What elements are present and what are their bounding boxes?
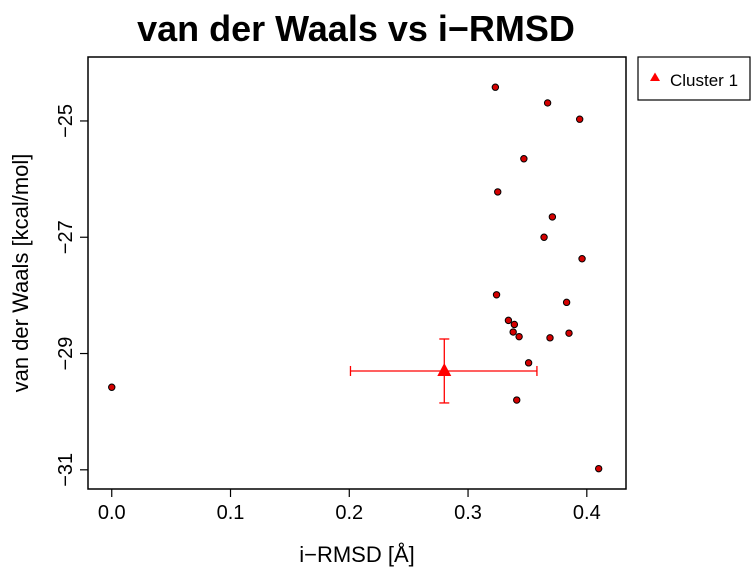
data-point bbox=[492, 291, 501, 299]
y-axis-title: van der Waals [kcal/mol] bbox=[8, 154, 33, 393]
x-tick-label: 0.1 bbox=[217, 502, 245, 524]
data-point bbox=[494, 188, 502, 196]
chart-title: van der Waals vs i−RMSD bbox=[137, 8, 575, 49]
y-tick-label: −25 bbox=[55, 104, 77, 138]
data-point bbox=[524, 359, 533, 367]
data-point bbox=[575, 115, 584, 123]
data-point bbox=[540, 233, 548, 241]
y-tick-label: −31 bbox=[55, 453, 77, 487]
data-point bbox=[509, 328, 517, 336]
data-point bbox=[520, 155, 528, 163]
data-point bbox=[578, 255, 586, 263]
legend: Cluster 1 bbox=[637, 56, 751, 101]
x-tick-label: 0.3 bbox=[454, 502, 482, 524]
x-tick-label: 0.0 bbox=[98, 502, 126, 524]
y-tick-label: −29 bbox=[55, 337, 77, 371]
data-point bbox=[546, 334, 554, 342]
plot-frame bbox=[87, 56, 627, 490]
y-tick-label: −27 bbox=[55, 220, 77, 254]
data-point bbox=[565, 329, 573, 337]
legend-label-cluster-1: Cluster 1 bbox=[670, 71, 738, 90]
data-point bbox=[491, 83, 500, 91]
data-point bbox=[510, 320, 519, 329]
data-point bbox=[594, 464, 603, 473]
data-point bbox=[548, 213, 557, 221]
data-point bbox=[108, 383, 116, 391]
data-point bbox=[504, 316, 513, 325]
x-axis: 0.0 0.1 0.2 0.3 0.4 bbox=[98, 489, 601, 524]
data-point bbox=[543, 99, 552, 107]
legend-marker-cluster-1 bbox=[650, 72, 660, 81]
data-point bbox=[515, 332, 523, 341]
data-point bbox=[562, 298, 571, 307]
data-layer bbox=[108, 83, 603, 473]
x-axis-title: i−RMSD [Å] bbox=[299, 542, 415, 567]
x-tick-label: 0.4 bbox=[573, 502, 601, 524]
data-point bbox=[513, 396, 521, 404]
cluster-1-marker bbox=[437, 362, 452, 376]
y-axis: −31 −29 −27 −25 bbox=[55, 104, 88, 487]
x-tick-label: 0.2 bbox=[335, 502, 363, 524]
